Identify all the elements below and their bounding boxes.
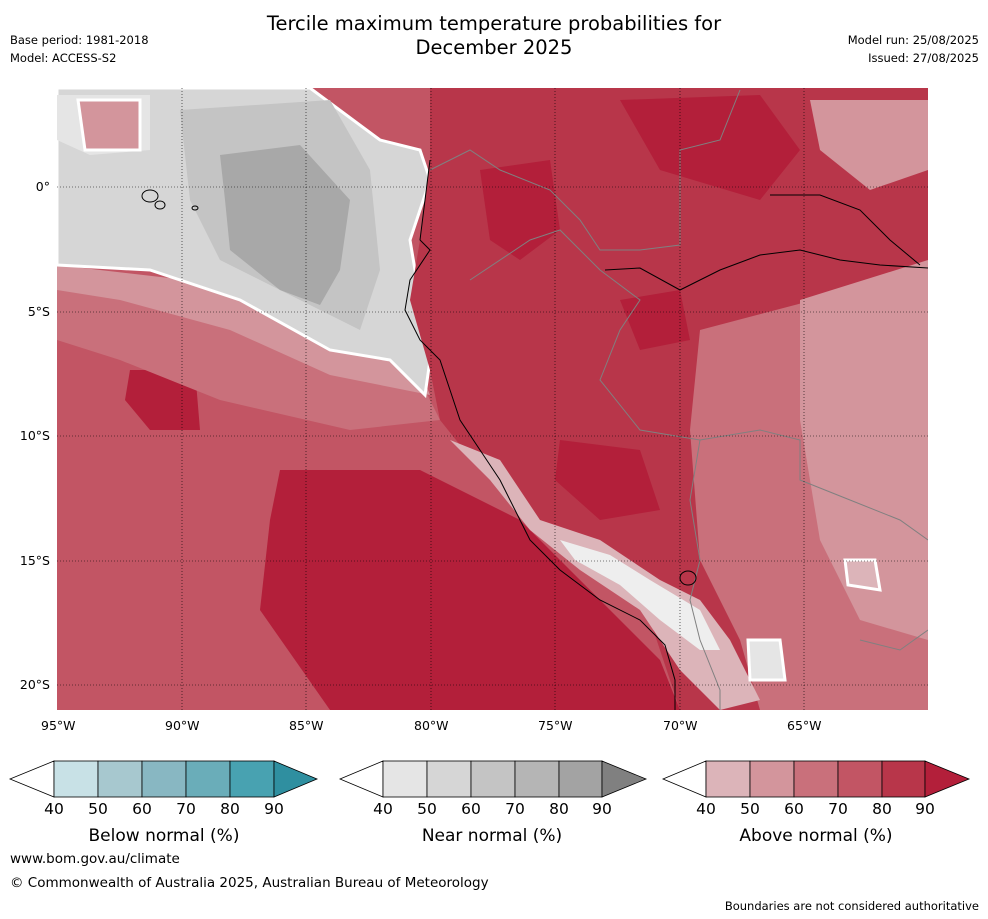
cbar-near-tick-70: 70 [505,800,525,818]
island-1 [141,189,159,203]
map-area [57,88,928,710]
x-tick-65w: 65°W [787,718,822,733]
field-land-above-50-ne [810,100,928,190]
y-tick-5s: 5°S [27,304,50,319]
coastline [404,159,676,710]
cbar-below-tick-70: 70 [176,800,196,818]
cbar-above-tick-40: 40 [696,800,716,818]
x-tick-90w: 90°W [165,718,200,733]
y-tick-0: 0° [35,179,50,194]
cbar-near-tick-40: 40 [373,800,393,818]
meta-left: Base period: 1981-2018 Model: ACCESS-S2 [10,31,149,67]
colorbar-below [8,760,319,798]
border-4 [859,629,928,651]
field-land-above-max-4 [620,290,690,350]
colorbars [8,760,971,798]
model-run-text: Model run: 25/08/2025 [847,33,979,47]
field-land-above-max-1 [480,160,560,260]
field-above-60-band [57,265,430,395]
cbar-below-label: Below normal (%) [88,826,240,846]
cbar-below-tick-50: 50 [88,800,108,818]
footer-note: Boundaries are not considered authoritat… [724,899,979,913]
north-river [770,194,921,266]
x-tick-80w: 80°W [414,718,449,733]
amazon-river [604,249,928,291]
title-line-1: Tercile maximum temperature probabilitie… [266,12,722,35]
title-line-2: December 2025 [415,36,573,59]
field-above-90-ocean [260,470,680,710]
chart-title: Tercile maximum temperature probabilitie… [0,12,988,60]
cbar-above-tick-60: 60 [784,800,804,818]
cbar-below-tick-80: 80 [220,800,240,818]
field-above-90-ocean-2 [125,370,200,430]
field-above-50-islet [76,98,142,152]
border-1 [429,89,741,251]
cbar-below-tick-60: 60 [132,800,152,818]
cbar-near-tick-50: 50 [417,800,437,818]
x-tick-75w: 75°W [538,718,573,733]
footer-copyright: © Commonwealth of Australia 2025, Austra… [10,875,489,891]
field-land-above-max-2 [620,95,800,200]
cbar-near-tick-60: 60 [461,800,481,818]
cbar-below-tick-90: 90 [264,800,284,818]
field-land-above-60-east [800,260,928,640]
colorbar-above [661,760,971,798]
island-3 [191,205,199,211]
issued-text: Issued: 27/08/2025 [868,51,979,65]
y-tick-10s: 10°S [19,428,50,443]
field-island-white [746,638,787,682]
base-period-text: Base period: 1981-2018 [10,33,149,47]
model-text: Model: ACCESS-S2 [10,51,117,65]
colorbar-near [338,760,648,798]
x-tick-70w: 70°W [663,718,698,733]
x-tick-95w: 95°W [41,718,76,733]
cbar-above-tick-80: 80 [872,800,892,818]
border-2 [469,229,721,710]
y-tick-20s: 20°S [19,677,50,692]
cbar-near-tick-90: 90 [592,800,612,818]
field-land-above-50-white [843,558,882,592]
cbar-above-tick-50: 50 [740,800,760,818]
border-3 [699,429,928,541]
field-above-70-band [57,270,440,430]
field-land-above-max-3 [555,440,660,520]
cbar-above-label: Above normal (%) [739,826,893,846]
x-tick-85w: 85°W [289,718,324,733]
y-tick-15s: 15°S [19,553,50,568]
field-near-70 [220,145,350,305]
cbar-above-tick-70: 70 [828,800,848,818]
gridlines [57,88,928,710]
cbar-near-tick-80: 80 [549,800,569,818]
island-2 [154,200,166,210]
cbar-above-tick-90: 90 [915,800,935,818]
cbar-near-label: Near normal (%) [421,826,563,846]
meta-right: Model run: 25/08/2025 Issued: 27/08/2025 [848,31,979,67]
footer-url: www.bom.gov.au/climate [10,851,180,867]
cbar-below-tick-40: 40 [44,800,64,818]
